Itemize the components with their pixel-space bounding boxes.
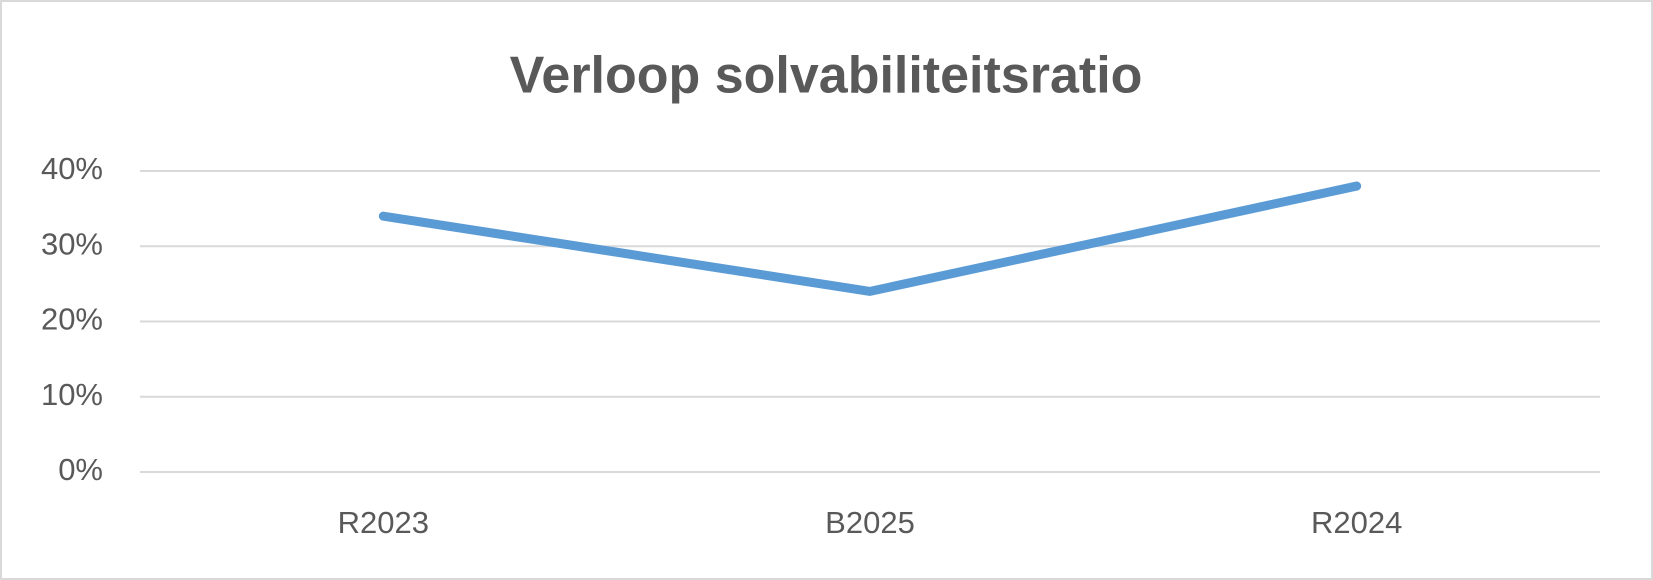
x-tick-label: B2025 [825, 505, 915, 540]
y-tick-label: 20% [41, 302, 103, 337]
y-tick-label: 10% [41, 377, 103, 412]
data-line [378, 181, 1362, 296]
y-tick-label: 0% [58, 452, 103, 487]
x-tick-label: R2023 [338, 505, 429, 540]
y-tick-label: 40% [41, 151, 103, 186]
chart-title: Verloop solvabiliteitsratio [510, 47, 1143, 105]
y-tick-label: 30% [41, 226, 103, 261]
x-tick-label: R2024 [1311, 505, 1402, 540]
